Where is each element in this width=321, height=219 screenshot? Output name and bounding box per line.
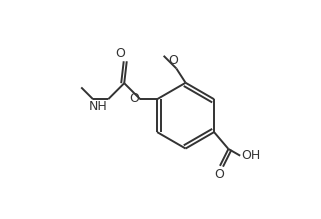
Text: O: O <box>115 47 125 60</box>
Text: NH: NH <box>89 100 108 113</box>
Text: O: O <box>168 54 178 67</box>
Text: O: O <box>130 92 139 105</box>
Text: O: O <box>214 168 224 180</box>
Text: OH: OH <box>241 149 260 162</box>
